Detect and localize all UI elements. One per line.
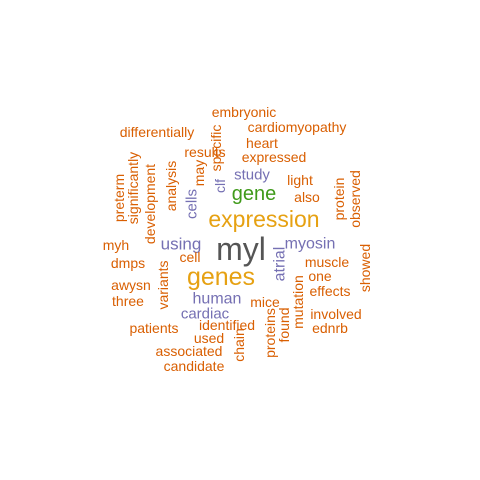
word-ednrb: ednrb (312, 320, 348, 336)
word-observed: observed (347, 170, 363, 228)
word-analysis: analysis (163, 161, 179, 212)
word-chain: chain (231, 328, 247, 361)
word-found: found (276, 307, 292, 342)
word-identified: identified (199, 317, 255, 333)
word-specific: specific (208, 125, 224, 172)
word-proteins: proteins (262, 308, 278, 358)
word-human: human (193, 291, 242, 308)
word-myh: myh (103, 237, 129, 253)
word-may: may (191, 160, 207, 186)
word-atrial: atrial (272, 247, 289, 282)
word-cell: cell (179, 249, 200, 265)
word-expressed: expressed (242, 149, 307, 165)
word-mutation: mutation (290, 275, 306, 329)
word-also: also (294, 189, 320, 205)
word-results: results (184, 144, 225, 160)
word-embryonic: embryonic (212, 104, 277, 120)
word-study: study (234, 167, 270, 184)
word-myosin: myosin (285, 236, 336, 253)
word-light: light (287, 172, 313, 188)
word-development: development (142, 164, 158, 244)
word-cardiac: cardiac (181, 306, 230, 323)
word-muscle: muscle (305, 254, 350, 270)
word-genes: genes (187, 263, 255, 291)
word-mice: mice (250, 294, 280, 310)
word-used: used (194, 330, 224, 346)
word-expression: expression (208, 206, 319, 232)
word-using: using (161, 235, 202, 254)
word-protein: protein (331, 178, 347, 221)
word-myl: myl (216, 231, 266, 267)
word-cardiomyopathy: cardiomyopathy (248, 119, 347, 135)
word-cells: cells (184, 189, 201, 219)
word-significantly: significantly (125, 152, 141, 224)
word-differentially: differentially (120, 124, 194, 140)
word-associated: associated (156, 343, 223, 359)
word-three: three (112, 293, 144, 309)
word-heart: heart (246, 135, 278, 151)
word-involved: involved (310, 306, 361, 322)
word-gene: gene (232, 183, 277, 205)
word-effects: effects (310, 283, 351, 299)
word-clf: clf (212, 179, 228, 193)
word-preterm: preterm (111, 174, 127, 222)
word-showed: showed (357, 244, 373, 292)
word-candidate: candidate (164, 358, 225, 374)
word-one: one (308, 268, 332, 284)
word-awysn: awysn (111, 277, 151, 293)
word-dmps: dmps (111, 255, 145, 271)
word-variants: variants (155, 260, 171, 309)
word-patients: patients (129, 320, 178, 336)
